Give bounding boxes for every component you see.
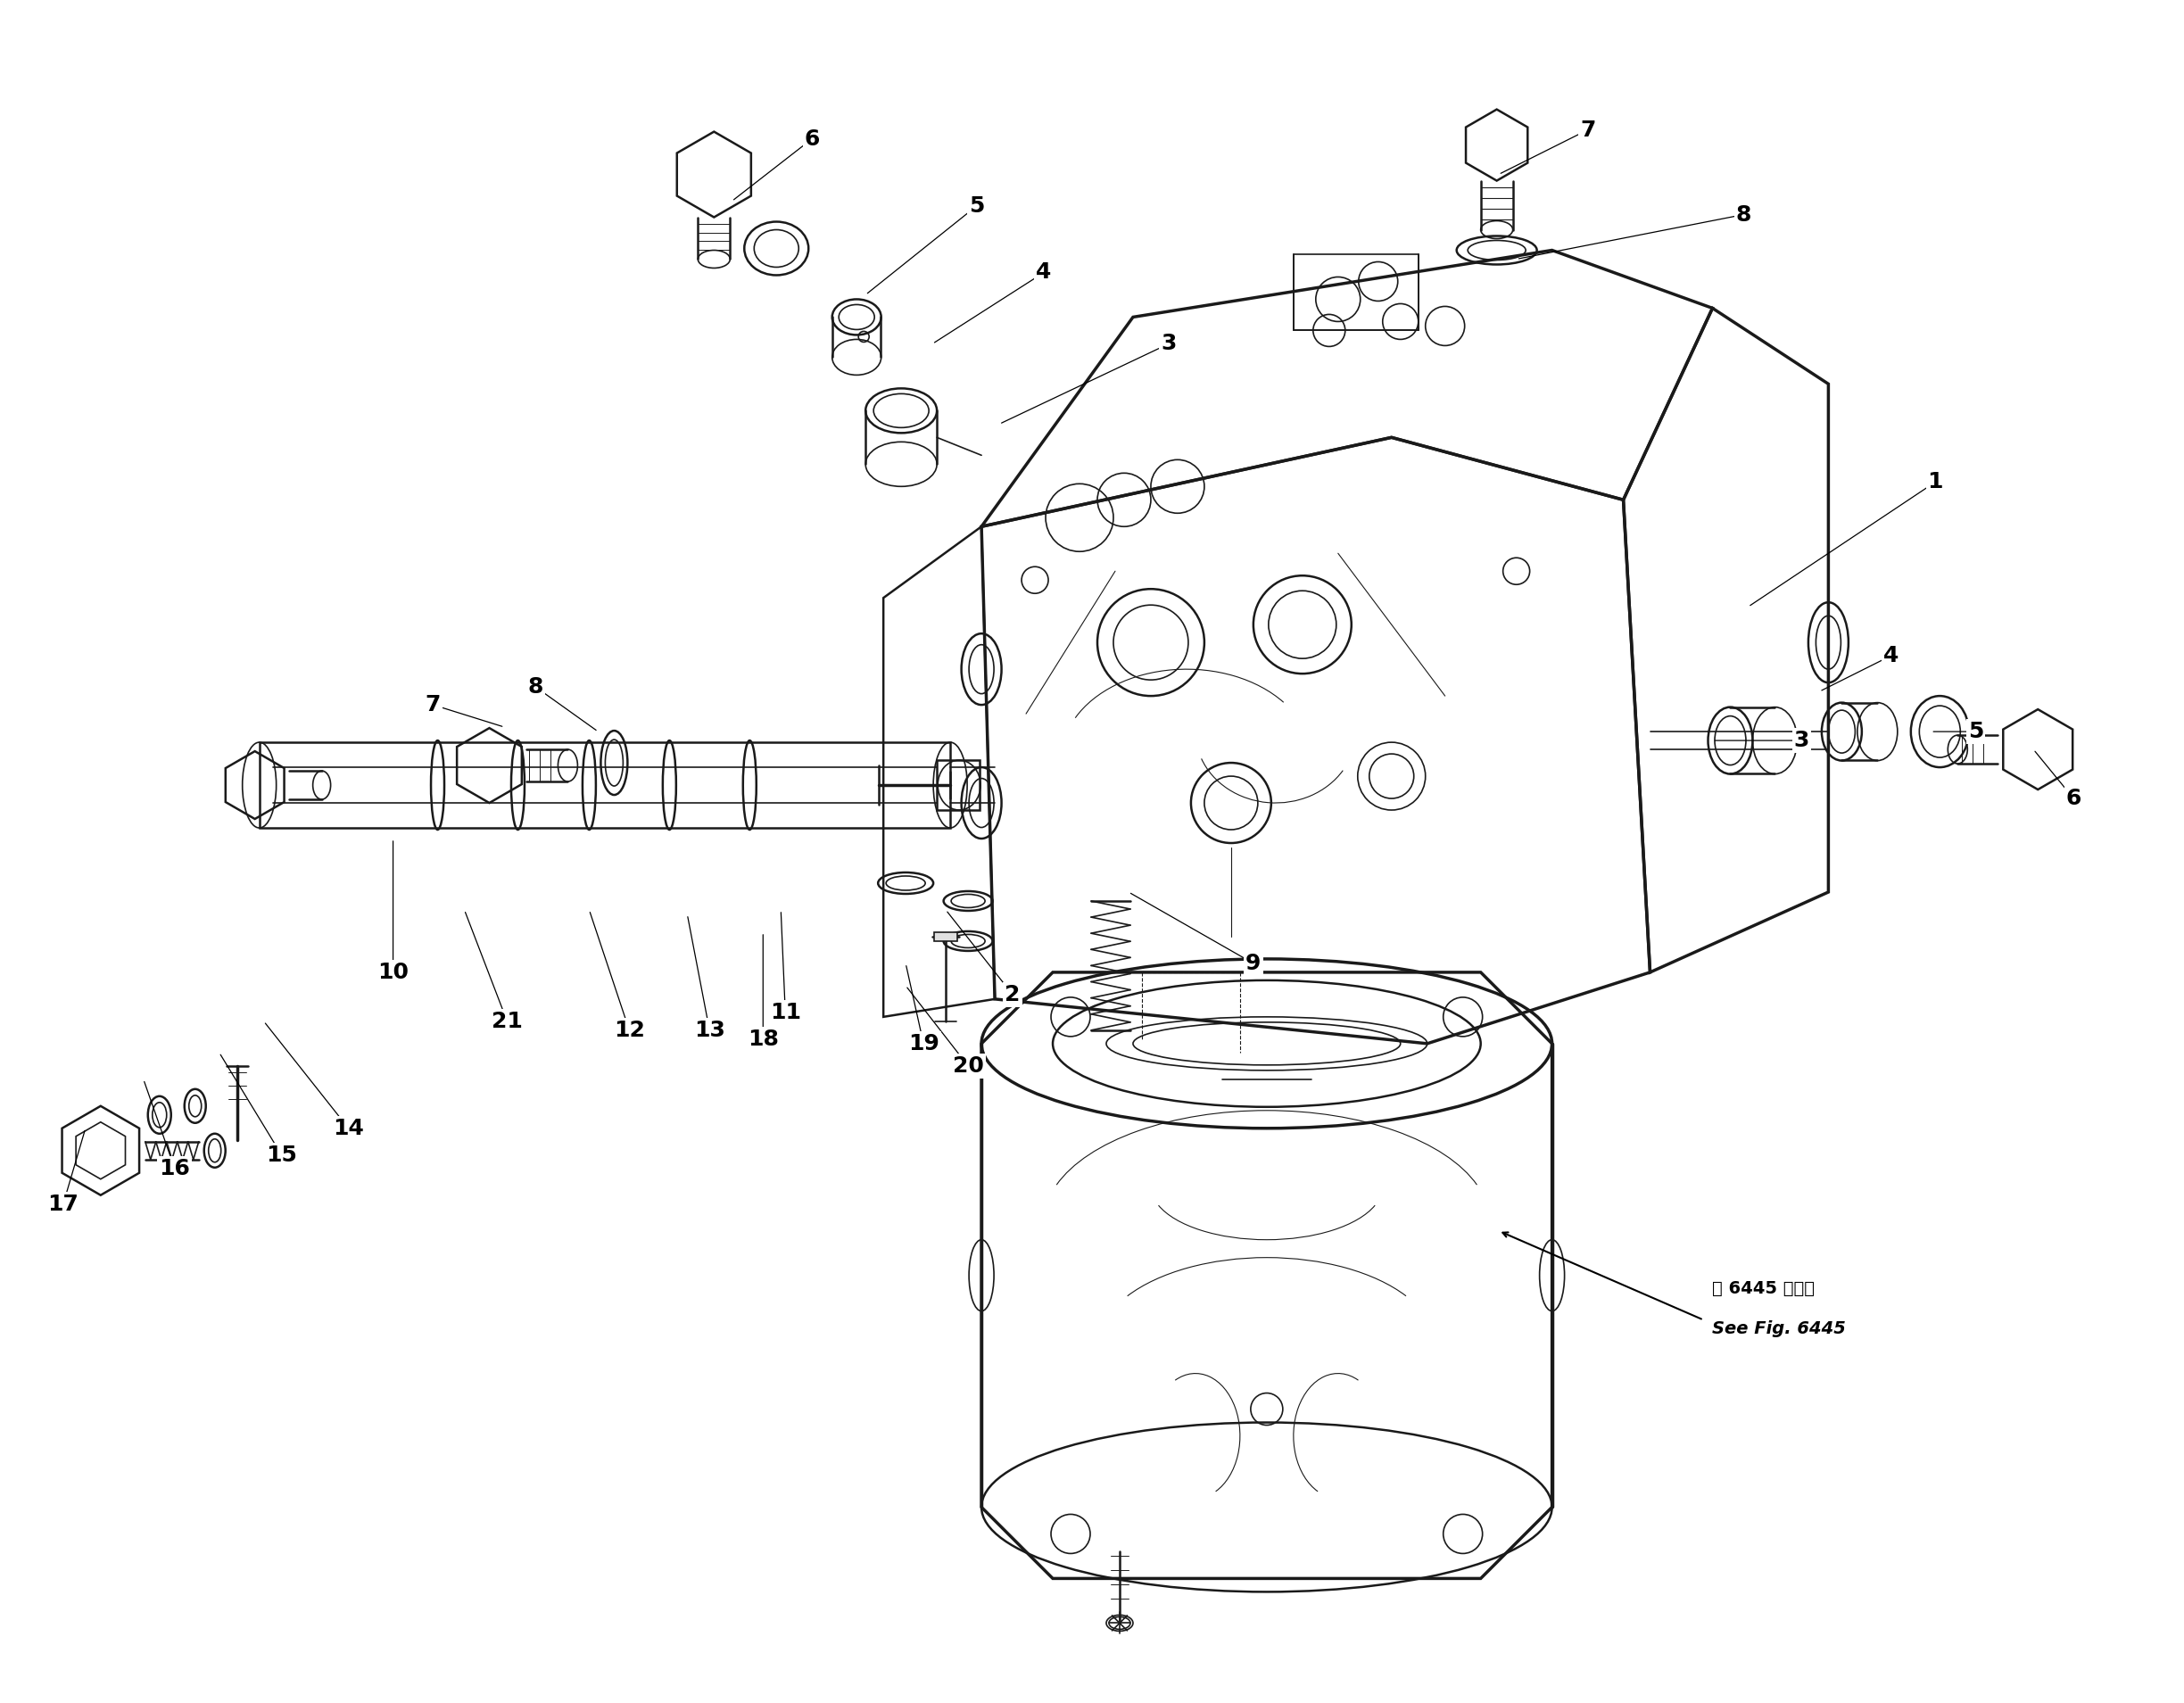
Text: 3: 3: [1162, 334, 1177, 354]
Text: 11: 11: [769, 1001, 802, 1024]
Text: 9: 9: [1245, 952, 1260, 974]
Text: 21: 21: [491, 1010, 522, 1032]
Text: 6: 6: [2066, 788, 2081, 809]
Bar: [260, 743, 950, 828]
Text: 第 6445 図参照: 第 6445 図参照: [1712, 1281, 1815, 1298]
Text: 1: 1: [1928, 472, 1944, 492]
Text: 19: 19: [909, 1034, 939, 1054]
Bar: [935, 932, 957, 942]
Text: 20: 20: [952, 1056, 983, 1076]
Text: 3: 3: [1793, 731, 1808, 751]
Text: 7: 7: [426, 695, 441, 715]
Text: 8: 8: [1736, 204, 1752, 225]
Text: 13: 13: [695, 1020, 725, 1041]
Text: 12: 12: [614, 1020, 644, 1041]
Text: 2: 2: [1005, 984, 1020, 1005]
Text: 8: 8: [529, 676, 544, 698]
Text: 6: 6: [804, 128, 819, 150]
Text: See Fig. 6445: See Fig. 6445: [1712, 1320, 1845, 1337]
Text: 5: 5: [970, 194, 985, 216]
Text: 10: 10: [378, 962, 408, 983]
Text: 5: 5: [1968, 720, 1983, 743]
Text: 16: 16: [159, 1158, 190, 1178]
Text: 14: 14: [332, 1117, 365, 1139]
Text: 4: 4: [1883, 645, 1898, 666]
Text: 7: 7: [1579, 119, 1597, 141]
Text: 18: 18: [747, 1029, 778, 1049]
Text: 4: 4: [1035, 262, 1053, 283]
Text: 17: 17: [48, 1194, 79, 1214]
Bar: [937, 760, 981, 811]
Text: 15: 15: [266, 1144, 297, 1167]
